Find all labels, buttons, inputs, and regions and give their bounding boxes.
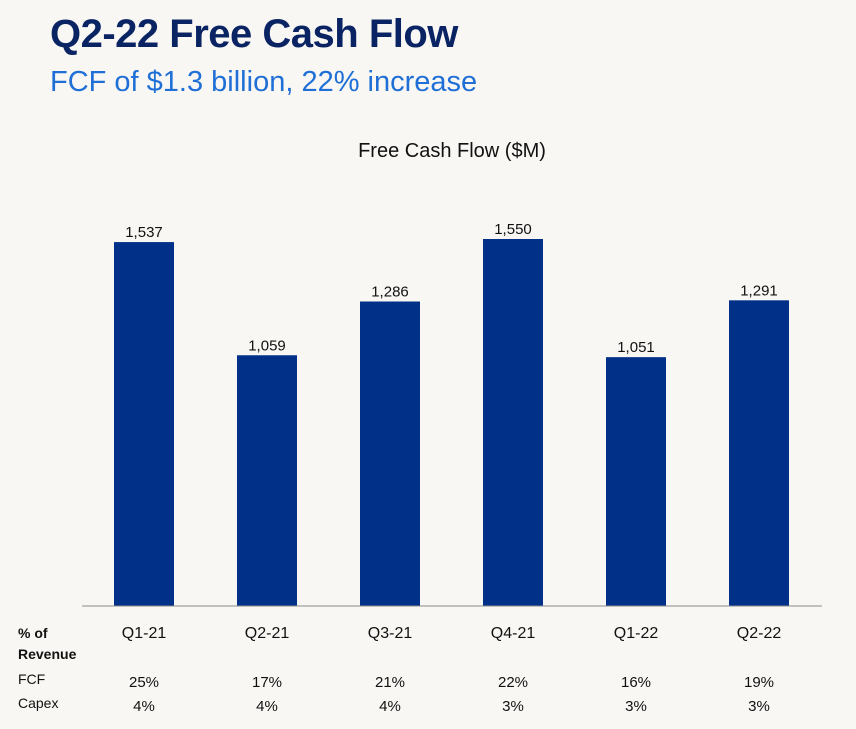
capex-row-label: Capex [18,695,58,711]
value-label-q1-22: 1,051 [617,339,655,356]
bar-q4-21 [483,239,543,606]
category-label-q1-22: Q1-22 [614,625,659,642]
value-label-q2-21: 1,059 [248,337,286,354]
capex-cell-q2-22: 3% [748,698,770,715]
page-title: Q2-22 Free Cash Flow [50,12,458,56]
capex-cell-q3-21: 4% [379,698,401,715]
page-subtitle: FCF of $1.3 billion, 22% increase [50,66,478,98]
value-label-q2-22: 1,291 [740,282,778,299]
value-label-q4-21: 1,550 [494,221,532,238]
fcf-cell-q4-21: 22% [498,674,528,691]
category-label-q1-21: Q1-21 [122,625,167,642]
capex-cell-q4-21: 3% [502,698,524,715]
capex-cell-q1-21: 4% [133,698,155,715]
bar-q3-21 [360,301,420,606]
bar-q2-21 [237,355,297,606]
capex-cell-q2-21: 4% [256,698,278,715]
table-header-line1: % of [18,625,48,641]
value-label-q1-21: 1,537 [125,224,163,241]
fcf-cell-q3-21: 21% [375,674,405,691]
fcf-cell-q1-21: 25% [129,674,159,691]
fcf-cell-q1-22: 16% [621,674,651,691]
bar-q2-22 [729,300,789,606]
value-label-q3-21: 1,286 [371,284,409,301]
category-label-q3-21: Q3-21 [368,625,413,642]
fcf-cell-q2-21: 17% [252,674,282,691]
fcf-row-label: FCF [18,671,45,687]
category-label-q2-22: Q2-22 [737,625,782,642]
category-label-q2-21: Q2-21 [245,625,290,642]
fcf-cell-q2-22: 19% [744,674,774,691]
bar-q1-22 [606,357,666,606]
category-label-q4-21: Q4-21 [491,625,536,642]
chart-title: Free Cash Flow ($M) [358,140,546,162]
bar-q1-21 [114,242,174,606]
capex-cell-q1-22: 3% [625,698,647,715]
table-header-line2: Revenue [18,646,77,662]
